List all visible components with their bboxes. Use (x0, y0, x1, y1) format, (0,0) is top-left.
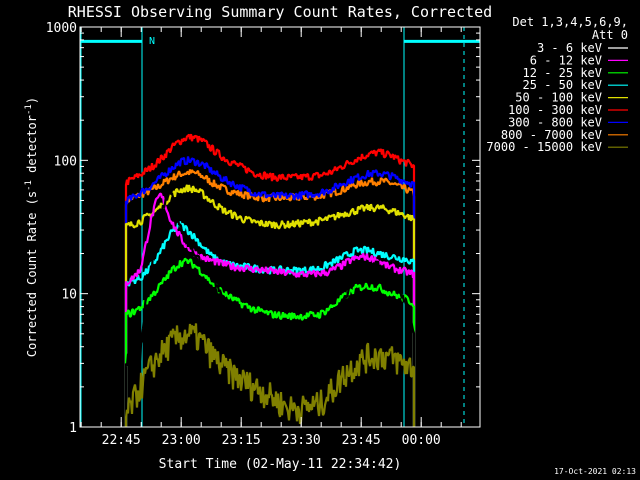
legend-header-line-2: Att 0 (592, 28, 628, 42)
series-line (124, 221, 416, 427)
x-axis: 22:45 23:00 23:15 23:30 23:45 00:00 (80, 27, 462, 448)
legend-label: 300 - 800 keV (508, 115, 602, 129)
legend-label: 12 - 25 keV (523, 66, 602, 80)
series-line (124, 187, 416, 427)
y-axis-label-mid: detector (25, 115, 39, 180)
y-axis-label-sup1: -1 (24, 180, 34, 191)
saa-layer (80, 27, 480, 427)
series-line (124, 192, 416, 427)
x-tick-label: 23:45 (342, 433, 381, 448)
series-line (124, 323, 416, 427)
y-axis-label-sup2: -1 (24, 104, 34, 115)
y-tick-label: 1 (69, 421, 77, 436)
plot-frame (79, 26, 481, 428)
series-line (124, 184, 416, 427)
x-axis-label: Start Time (02-May-11 22:34:42) (159, 457, 402, 472)
y-axis: 1 10 100 1000 (46, 21, 480, 436)
legend-label: 100 - 300 keV (508, 103, 602, 117)
series-line (124, 133, 416, 427)
y-axis-label: Corrected Count Rate (s-1 detector-1) (24, 97, 39, 357)
y-tick-label: 100 (54, 154, 77, 169)
chart-title: RHESSI Observing Summary Count Rates, Co… (68, 3, 492, 21)
timestamp: 17-Oct-2021 02:13 (554, 467, 636, 476)
night-marker: N (149, 36, 155, 47)
x-tick-label: 23:00 (162, 433, 201, 448)
x-tick-label: 22:45 (102, 433, 141, 448)
legend-label: 3 - 6 keV (537, 41, 602, 55)
series-line (124, 257, 416, 427)
legend-label: 50 - 100 keV (515, 91, 602, 105)
legend-label: 25 - 50 keV (523, 78, 602, 92)
x-tick-label: 23:30 (282, 433, 321, 448)
legend-label: 800 - 7000 keV (501, 128, 602, 142)
legend-label: 6 - 12 keV (530, 53, 602, 67)
legend-header-line-1: Det 1,3,4,5,6,9, (512, 15, 628, 29)
series-line (124, 156, 416, 427)
series-layer (124, 133, 416, 427)
y-axis-label-main: Corrected Count Rate (s (25, 191, 39, 357)
y-tick-label: 1000 (46, 21, 77, 36)
x-tick-label: 23:15 (222, 433, 261, 448)
legend-label: 7000 - 15000 keV (486, 140, 602, 154)
y-tick-label: 10 (61, 288, 77, 303)
y-axis-label-end: ) (25, 97, 39, 104)
x-tick-label: 00:00 (402, 433, 441, 448)
